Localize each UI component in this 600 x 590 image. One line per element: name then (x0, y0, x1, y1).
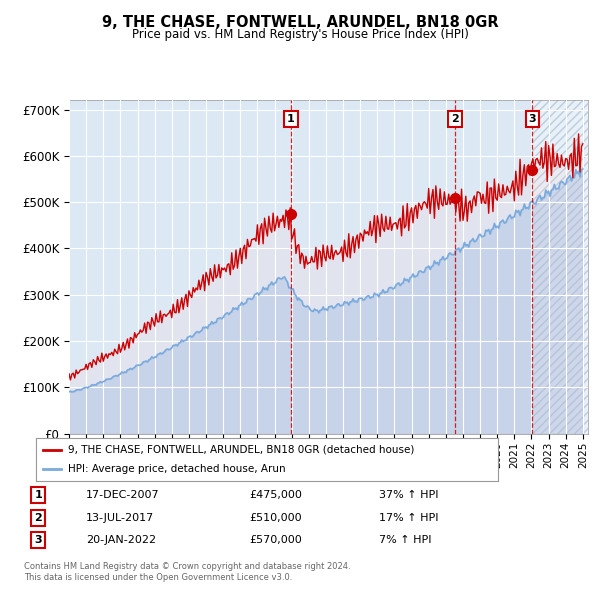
Text: £475,000: £475,000 (250, 490, 302, 500)
Text: £510,000: £510,000 (250, 513, 302, 523)
Text: 13-JUL-2017: 13-JUL-2017 (86, 513, 154, 523)
Text: 1: 1 (34, 490, 42, 500)
Text: 17-DEC-2007: 17-DEC-2007 (86, 490, 160, 500)
Text: 1: 1 (287, 114, 295, 124)
Text: 3: 3 (529, 114, 536, 124)
Text: 37% ↑ HPI: 37% ↑ HPI (379, 490, 439, 500)
Text: Price paid vs. HM Land Registry's House Price Index (HPI): Price paid vs. HM Land Registry's House … (131, 28, 469, 41)
Text: 9, THE CHASE, FONTWELL, ARUNDEL, BN18 0GR (detached house): 9, THE CHASE, FONTWELL, ARUNDEL, BN18 0G… (68, 445, 415, 455)
Text: 7% ↑ HPI: 7% ↑ HPI (379, 535, 432, 545)
Text: Contains HM Land Registry data © Crown copyright and database right 2024.: Contains HM Land Registry data © Crown c… (24, 562, 350, 571)
Bar (532, 100, 588, 434)
Text: This data is licensed under the Open Government Licence v3.0.: This data is licensed under the Open Gov… (24, 573, 292, 582)
Text: 2: 2 (34, 513, 42, 523)
Bar (532, 100, 588, 434)
Text: 2: 2 (451, 114, 459, 124)
Text: 9, THE CHASE, FONTWELL, ARUNDEL, BN18 0GR: 9, THE CHASE, FONTWELL, ARUNDEL, BN18 0G… (101, 15, 499, 30)
Text: 20-JAN-2022: 20-JAN-2022 (86, 535, 156, 545)
Text: 17% ↑ HPI: 17% ↑ HPI (379, 513, 439, 523)
Text: 3: 3 (34, 535, 42, 545)
Text: £570,000: £570,000 (250, 535, 302, 545)
Text: HPI: Average price, detached house, Arun: HPI: Average price, detached house, Arun (68, 464, 286, 474)
